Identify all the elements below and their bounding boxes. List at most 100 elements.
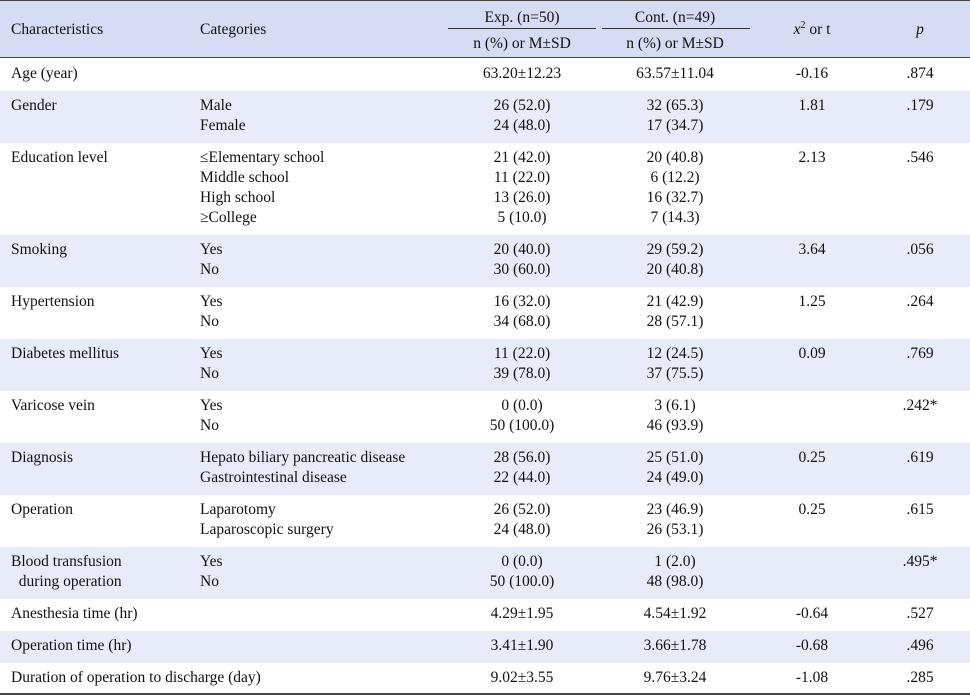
p-value-cell: .527 (906, 605, 934, 622)
p-value-cell: .179 (906, 97, 934, 114)
exp-group-rule (448, 28, 596, 29)
exp-value-cell: 39 (78.0) (493, 365, 551, 382)
exp-value-cell: 34 (68.0) (493, 313, 551, 330)
cont-value-cell: 23 (46.9) (646, 501, 704, 518)
header-exp-sub: n (%) or M±SD (473, 35, 571, 52)
cont-group-rule (602, 28, 750, 29)
exp-value-cell: 24 (48.0) (493, 117, 551, 134)
cont-value-cell: 12 (24.5) (646, 345, 704, 362)
category-cell: Yes (200, 345, 223, 362)
p-value-cell: .264 (906, 293, 934, 310)
exp-value-cell: 16 (32.0) (493, 293, 551, 310)
characteristic-cell: Diabetes mellitus (11, 345, 120, 362)
header-categories: Categories (200, 21, 267, 38)
header-stat-rest: or t (805, 21, 831, 38)
exp-value-cell: 11 (22.0) (493, 169, 551, 186)
header-exp-group: Exp. (n=50) (484, 9, 560, 26)
table-row (0, 339, 970, 391)
p-value-cell: .496 (906, 637, 934, 654)
category-cell: Yes (200, 293, 223, 310)
characteristic-cell: Blood transfusion (11, 553, 122, 570)
category-cell: No (200, 365, 219, 382)
header-characteristics: Characteristics (11, 21, 104, 38)
p-value-cell: .242* (902, 397, 938, 414)
category-cell: Middle school (200, 169, 290, 186)
statistic-cell: -0.64 (795, 605, 829, 622)
exp-value-cell: 13 (26.0) (493, 189, 551, 206)
characteristic-cell: Varicose vein (11, 397, 95, 414)
characteristic-cell: during operation (11, 573, 122, 590)
cont-value-cell: 1 (2.0) (654, 553, 696, 570)
header-p: p (916, 21, 924, 38)
cont-value-cell: 4.54±1.92 (643, 605, 707, 622)
exp-value-cell: 50 (100.0) (489, 573, 555, 590)
cont-value-cell: 63.57±11.04 (636, 65, 714, 82)
cont-value-cell: 20 (40.8) (646, 149, 704, 166)
exp-value-cell: 50 (100.0) (489, 417, 555, 434)
cont-value-cell: 20 (40.8) (646, 261, 704, 278)
cont-value-cell: 46 (93.9) (646, 417, 704, 434)
header-stat-sup: 2 (800, 19, 806, 31)
cont-value-cell: 37 (75.5) (646, 365, 704, 382)
characteristic-cell: Operation (11, 501, 73, 518)
cont-value-cell: 9.76±3.24 (643, 669, 707, 686)
category-cell: No (200, 313, 219, 330)
category-cell: Female (200, 117, 246, 134)
cont-value-cell: 26 (53.1) (646, 521, 704, 538)
statistic-cell: 0.25 (798, 501, 826, 518)
exp-value-cell: 22 (44.0) (493, 469, 551, 486)
category-cell: ≤Elementary school (200, 149, 325, 166)
statistic-cell: 1.81 (798, 97, 826, 114)
statistic-cell: -0.16 (795, 65, 829, 82)
category-cell: No (200, 261, 219, 278)
exp-value-cell: 28 (56.0) (493, 449, 551, 466)
category-cell: No (200, 573, 219, 590)
statistic-cell: -1.08 (795, 669, 829, 686)
characteristic-cell: Operation time (hr) (11, 637, 132, 654)
category-cell: Laparotomy (200, 501, 276, 518)
category-cell: No (200, 417, 219, 434)
cont-value-cell: 16 (32.7) (646, 189, 704, 206)
cont-value-cell: 7 (14.3) (650, 209, 700, 226)
category-cell: Gastrointestinal disease (200, 469, 347, 486)
category-cell: Hepato biliary pancreatic disease (200, 449, 406, 466)
cont-value-cell: 21 (42.9) (646, 293, 704, 310)
p-value-cell: .874 (906, 65, 934, 82)
p-value-cell: .769 (906, 345, 934, 362)
exp-value-cell: 24 (48.0) (493, 521, 551, 538)
category-cell: Yes (200, 241, 223, 258)
characteristic-cell: Gender (11, 97, 57, 114)
characteristic-cell: Education level (11, 149, 108, 166)
cont-value-cell: 48 (98.0) (646, 573, 704, 590)
characteristic-cell: Hypertension (11, 293, 95, 310)
table-header (0, 0, 970, 58)
exp-value-cell: 63.20±12.23 (482, 65, 562, 82)
statistic-cell: -0.68 (795, 637, 829, 654)
exp-value-cell: 21 (42.0) (493, 149, 551, 166)
cont-value-cell: 3 (6.1) (654, 397, 696, 414)
statistic-cell: 2.13 (798, 149, 826, 166)
characteristic-cell: Duration of operation to discharge (day) (11, 669, 261, 686)
category-cell: Yes (200, 553, 223, 570)
exp-value-cell: 3.41±1.90 (490, 637, 554, 654)
cont-value-cell: 25 (51.0) (646, 449, 704, 466)
characteristic-cell: Age (year) (11, 65, 78, 82)
p-value-cell: .056 (906, 241, 934, 258)
category-cell: Male (200, 97, 232, 114)
category-cell: Yes (200, 397, 223, 414)
exp-value-cell: 20 (40.0) (493, 241, 551, 258)
p-value-cell: .495* (902, 553, 938, 570)
cont-value-cell: 29 (59.2) (646, 241, 704, 258)
p-value-cell: .615 (906, 501, 934, 518)
header-cont-sub: n (%) or M±SD (626, 35, 724, 52)
table-row (0, 91, 970, 143)
exp-value-cell: 30 (60.0) (493, 261, 551, 278)
table-row (0, 547, 970, 599)
statistic-cell: 1.25 (798, 293, 826, 310)
cont-value-cell: 6 (12.2) (650, 169, 700, 186)
cont-value-cell: 24 (49.0) (646, 469, 704, 486)
header-statistic: x2 or t (760, 20, 864, 40)
header-stat-x: x (793, 21, 801, 38)
exp-value-cell: 0 (0.0) (501, 553, 543, 570)
